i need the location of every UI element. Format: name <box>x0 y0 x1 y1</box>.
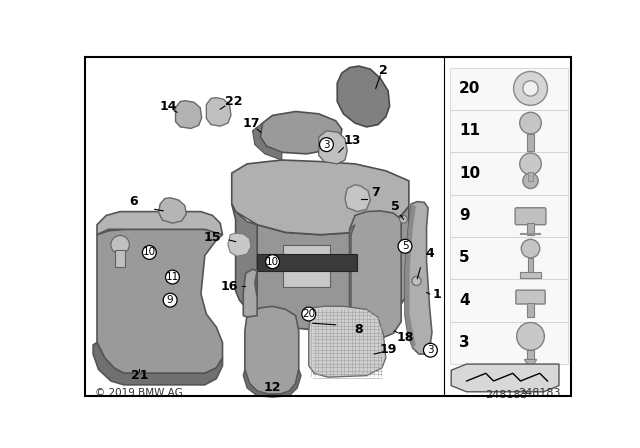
Polygon shape <box>159 198 186 223</box>
Polygon shape <box>232 204 257 315</box>
Polygon shape <box>405 202 432 354</box>
Circle shape <box>399 215 407 223</box>
Text: 17: 17 <box>243 116 260 129</box>
Bar <box>450 152 568 195</box>
Circle shape <box>166 270 179 284</box>
Bar <box>527 303 534 317</box>
Bar <box>450 237 568 280</box>
Polygon shape <box>228 233 251 256</box>
Bar <box>520 271 541 278</box>
Text: 19: 19 <box>380 343 397 356</box>
Polygon shape <box>524 359 537 370</box>
Bar <box>528 258 533 273</box>
Text: 1: 1 <box>433 288 442 301</box>
Text: 8: 8 <box>355 323 363 336</box>
Text: 3: 3 <box>459 335 470 350</box>
Circle shape <box>143 246 156 259</box>
Text: 10: 10 <box>266 257 279 267</box>
Bar <box>284 245 330 287</box>
Text: 14: 14 <box>159 99 177 112</box>
Polygon shape <box>337 66 390 127</box>
Circle shape <box>424 343 437 357</box>
Bar <box>115 250 125 267</box>
Text: 9: 9 <box>459 208 470 223</box>
Circle shape <box>520 112 541 134</box>
Polygon shape <box>260 112 342 154</box>
Text: 22: 22 <box>225 95 243 108</box>
Text: 248183: 248183 <box>485 390 528 400</box>
Bar <box>527 134 534 151</box>
Bar <box>450 110 568 152</box>
Text: 7: 7 <box>371 186 380 199</box>
Circle shape <box>521 239 540 258</box>
Text: 20: 20 <box>459 81 480 96</box>
Bar <box>450 322 568 364</box>
Polygon shape <box>405 204 416 348</box>
Polygon shape <box>93 343 223 385</box>
Text: 5: 5 <box>402 241 408 251</box>
Text: 18: 18 <box>396 331 413 344</box>
Text: 5: 5 <box>392 200 400 213</box>
Circle shape <box>319 138 333 151</box>
Bar <box>527 223 534 236</box>
Circle shape <box>163 293 177 307</box>
Circle shape <box>513 72 547 105</box>
Circle shape <box>520 153 541 175</box>
Text: 3: 3 <box>323 140 330 150</box>
Text: 4: 4 <box>425 247 434 260</box>
Text: 2: 2 <box>379 64 388 77</box>
Polygon shape <box>245 306 299 394</box>
Text: 11: 11 <box>166 272 179 282</box>
Bar <box>450 195 568 237</box>
Circle shape <box>516 323 545 350</box>
Text: 10: 10 <box>143 247 156 258</box>
Polygon shape <box>345 185 371 211</box>
Text: 11: 11 <box>459 123 480 138</box>
Polygon shape <box>257 206 409 329</box>
Bar <box>450 280 568 322</box>
Circle shape <box>398 239 412 253</box>
Text: 21: 21 <box>131 369 148 382</box>
Polygon shape <box>308 306 386 377</box>
Bar <box>257 254 357 271</box>
Polygon shape <box>451 364 559 392</box>
Text: © 2019 BMW AG: © 2019 BMW AG <box>95 388 183 397</box>
Circle shape <box>412 276 421 285</box>
Circle shape <box>523 173 538 189</box>
Bar <box>450 68 568 110</box>
Polygon shape <box>253 123 282 160</box>
Circle shape <box>111 236 129 254</box>
Text: 5: 5 <box>459 250 470 265</box>
Text: 13: 13 <box>344 134 362 146</box>
FancyBboxPatch shape <box>516 290 545 304</box>
Circle shape <box>523 81 538 96</box>
Text: 248183: 248183 <box>518 388 561 397</box>
Text: 16: 16 <box>221 280 238 293</box>
Polygon shape <box>243 370 301 397</box>
Text: 10: 10 <box>459 166 480 181</box>
Bar <box>528 172 533 181</box>
Text: 3: 3 <box>427 345 434 355</box>
Text: 12: 12 <box>264 381 282 394</box>
Text: 4: 4 <box>459 293 470 308</box>
Polygon shape <box>319 131 348 164</box>
Polygon shape <box>97 211 223 235</box>
Polygon shape <box>206 98 231 126</box>
Circle shape <box>266 255 280 269</box>
Polygon shape <box>349 225 355 329</box>
Text: 15: 15 <box>204 231 221 244</box>
Bar <box>527 350 534 359</box>
Circle shape <box>302 307 316 321</box>
Polygon shape <box>97 229 223 373</box>
Text: 20: 20 <box>302 309 316 319</box>
Polygon shape <box>243 269 257 317</box>
Polygon shape <box>232 160 409 235</box>
FancyBboxPatch shape <box>515 208 546 225</box>
Polygon shape <box>175 101 202 129</box>
Text: 6: 6 <box>130 195 138 208</box>
Polygon shape <box>349 211 401 339</box>
Text: 9: 9 <box>167 295 173 305</box>
